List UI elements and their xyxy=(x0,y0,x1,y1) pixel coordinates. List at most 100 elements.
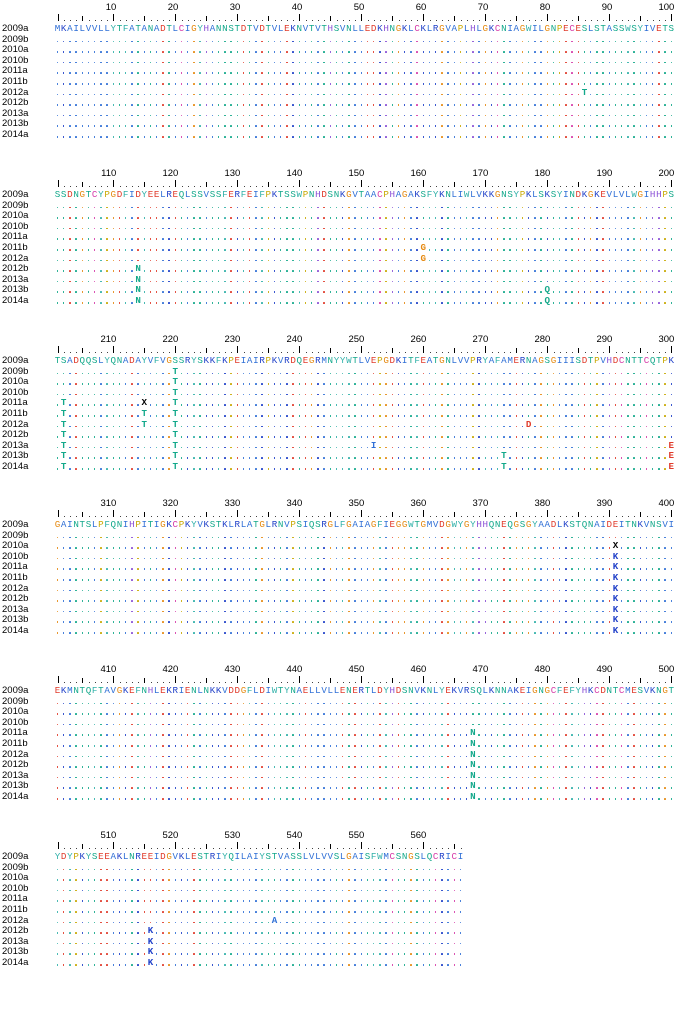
identity-dot xyxy=(156,260,158,262)
identity-dot xyxy=(286,136,288,138)
identity-dot xyxy=(621,217,623,219)
identity-dot xyxy=(144,373,146,375)
sequence-label: 2010b xyxy=(2,222,28,232)
residue: S xyxy=(197,190,203,199)
identity-dot xyxy=(100,260,102,262)
ruler-dot xyxy=(616,352,617,353)
identity-dot xyxy=(69,62,71,64)
identity-dot xyxy=(230,228,232,230)
identity-dot xyxy=(193,373,195,375)
identity-dot xyxy=(175,125,177,127)
identity-dot xyxy=(63,291,65,293)
residue: A xyxy=(123,356,129,365)
identity-dot xyxy=(57,249,59,251)
identity-dot xyxy=(379,41,381,43)
identity-dot xyxy=(516,94,518,96)
identity-dot xyxy=(94,281,96,283)
identity-dot xyxy=(212,249,214,251)
identity-dot xyxy=(317,136,319,138)
identity-dot xyxy=(323,302,325,304)
identity-dot xyxy=(547,136,549,138)
identity-dot xyxy=(435,291,437,293)
identity-dot xyxy=(323,83,325,85)
identity-dot xyxy=(348,238,350,240)
identity-dot xyxy=(106,260,108,262)
identity-dot xyxy=(261,373,263,375)
identity-dot xyxy=(565,83,567,85)
identity-dot xyxy=(305,281,307,283)
identity-dot xyxy=(218,260,220,262)
identity-dot xyxy=(534,238,536,240)
identity-dot xyxy=(466,291,468,293)
identity-dot xyxy=(299,72,301,74)
ruler-dot xyxy=(560,20,561,21)
identity-dot xyxy=(534,207,536,209)
residue: A xyxy=(501,356,507,365)
identity-dot xyxy=(249,207,251,209)
ruler-dot xyxy=(200,20,201,21)
identity-dot xyxy=(311,302,313,304)
identity-dot xyxy=(602,238,604,240)
identity-dot xyxy=(578,270,580,272)
identity-dot xyxy=(553,83,555,85)
residue: R xyxy=(315,356,321,365)
identity-dot xyxy=(88,62,90,64)
identity-dot xyxy=(615,207,617,209)
identity-dot xyxy=(100,373,102,375)
residue: V xyxy=(278,356,284,365)
identity-dot xyxy=(664,373,666,375)
identity-dot xyxy=(590,249,592,251)
identity-dot xyxy=(503,249,505,251)
identity-dot xyxy=(571,207,573,209)
identity-dot xyxy=(441,136,443,138)
identity-dot xyxy=(602,217,604,219)
ruler-dot xyxy=(430,352,431,353)
identity-dot xyxy=(466,136,468,138)
identity-dot xyxy=(199,270,201,272)
identity-dot xyxy=(460,238,462,240)
identity-dot xyxy=(441,291,443,293)
identity-dot xyxy=(311,136,313,138)
identity-dot xyxy=(584,373,586,375)
identity-dot xyxy=(472,51,474,53)
identity-dot xyxy=(175,207,177,209)
identity-dot xyxy=(664,41,666,43)
ruler-tick xyxy=(485,346,486,353)
identity-dot xyxy=(94,125,96,127)
ruler-dot xyxy=(529,186,530,187)
ruler-dot xyxy=(603,186,604,187)
ruler-tick xyxy=(268,16,269,21)
identity-dot xyxy=(305,228,307,230)
ruler-dot xyxy=(256,186,257,187)
identity-dot xyxy=(516,104,518,106)
identity-dot xyxy=(565,249,567,251)
identity-dot xyxy=(534,249,536,251)
identity-dot xyxy=(162,217,164,219)
identity-dot xyxy=(367,115,369,117)
identity-dot xyxy=(547,238,549,240)
residue: T xyxy=(321,24,327,33)
identity-dot xyxy=(553,62,555,64)
identity-dot xyxy=(522,238,524,240)
identity-dot xyxy=(367,238,369,240)
identity-dot xyxy=(491,281,493,283)
identity-dot xyxy=(416,302,418,304)
identity-dot xyxy=(503,302,505,304)
identity-dot xyxy=(615,51,617,53)
identity-dot xyxy=(478,373,480,375)
ruler-tick xyxy=(113,346,114,353)
identity-dot xyxy=(379,260,381,262)
identity-dot xyxy=(243,136,245,138)
identity-dot xyxy=(243,41,245,43)
identity-dot xyxy=(57,62,59,64)
identity-dot xyxy=(385,94,387,96)
identity-dot xyxy=(206,302,208,304)
identity-dot xyxy=(472,125,474,127)
identity-dot xyxy=(658,373,660,375)
identity-dot xyxy=(392,207,394,209)
identity-dot xyxy=(131,72,133,74)
identity-dot xyxy=(88,207,90,209)
residue: T xyxy=(656,356,662,365)
identity-dot xyxy=(69,94,71,96)
residue: G xyxy=(520,24,526,33)
